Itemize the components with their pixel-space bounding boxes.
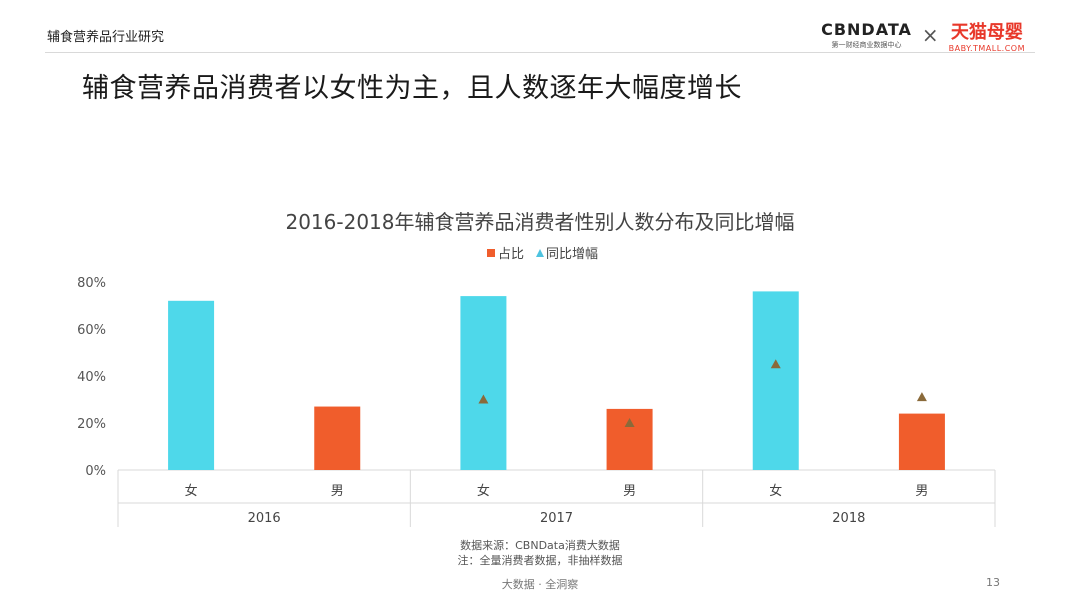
x-category-label: 女 <box>769 483 782 499</box>
x-group-label: 2018 <box>832 511 865 526</box>
header-divider <box>45 52 1035 53</box>
x-category-label: 男 <box>915 484 928 499</box>
page-title: 辅食营养品消费者以女性为主，且人数逐年大幅度增长 <box>82 73 742 104</box>
bar-2018-male <box>898 413 945 470</box>
growth-marker-2018-male <box>916 392 927 402</box>
tmall-baby-logo: 天猫母婴 BABY.TMALL.COM <box>949 18 1025 53</box>
y-tick-label: 60% <box>77 323 106 338</box>
page-number: 13 <box>986 576 1000 589</box>
legend-label-growth: 同比增幅 <box>546 247 598 262</box>
bar-2018-female <box>752 291 799 470</box>
y-tick-label: 20% <box>77 417 106 432</box>
section-label: 辅食营养品行业研究 <box>47 30 165 45</box>
data-source: 数据来源：CBNData消费大数据 <box>460 539 620 552</box>
x-group-label: 2017 <box>540 511 573 526</box>
y-tick-label: 80% <box>77 276 106 291</box>
legend-label-share: 占比 <box>498 247 524 262</box>
bar-2017-female <box>460 296 507 470</box>
footer-slogan: 大数据 · 全洞察 <box>501 578 579 591</box>
y-tick-label: 0% <box>85 464 106 479</box>
brand-logos: CBNDATA 第一财经商业数据中心 × 天猫母婴 BABY.TMALL.COM <box>821 18 1025 53</box>
x-category-label: 女 <box>185 483 198 499</box>
brand-times: × <box>921 23 939 47</box>
cbndata-logo-sub: 第一财经商业数据中心 <box>831 41 902 49</box>
data-note: 注：全量消费者数据，非抽样数据 <box>457 554 623 567</box>
growth-marker-2018-female <box>770 359 781 369</box>
chart-title: 2016-2018年辅食营养品消费者性别人数分布及同比增幅 <box>285 210 794 234</box>
x-category-label: 男 <box>623 484 636 499</box>
cbndata-logo: CBNDATA 第一财经商业数据中心 <box>821 20 912 50</box>
tmall-logo-text: 天猫母婴 <box>950 21 1023 43</box>
growth-marker-2017-male <box>624 418 635 427</box>
bar-2016-female <box>168 300 215 470</box>
cbndata-logo-text: CBNDATA <box>821 20 912 39</box>
legend-marker-growth <box>536 249 544 257</box>
x-category-label: 女 <box>477 483 490 499</box>
x-group-label: 2016 <box>248 511 281 526</box>
growth-marker-2017-female <box>478 394 489 404</box>
bar-2016-male <box>314 406 361 470</box>
tmall-logo-sub: BABY.TMALL.COM <box>948 43 1025 53</box>
x-category-label: 男 <box>331 484 344 499</box>
legend-swatch-share <box>487 249 495 257</box>
y-tick-label: 40% <box>77 370 106 385</box>
